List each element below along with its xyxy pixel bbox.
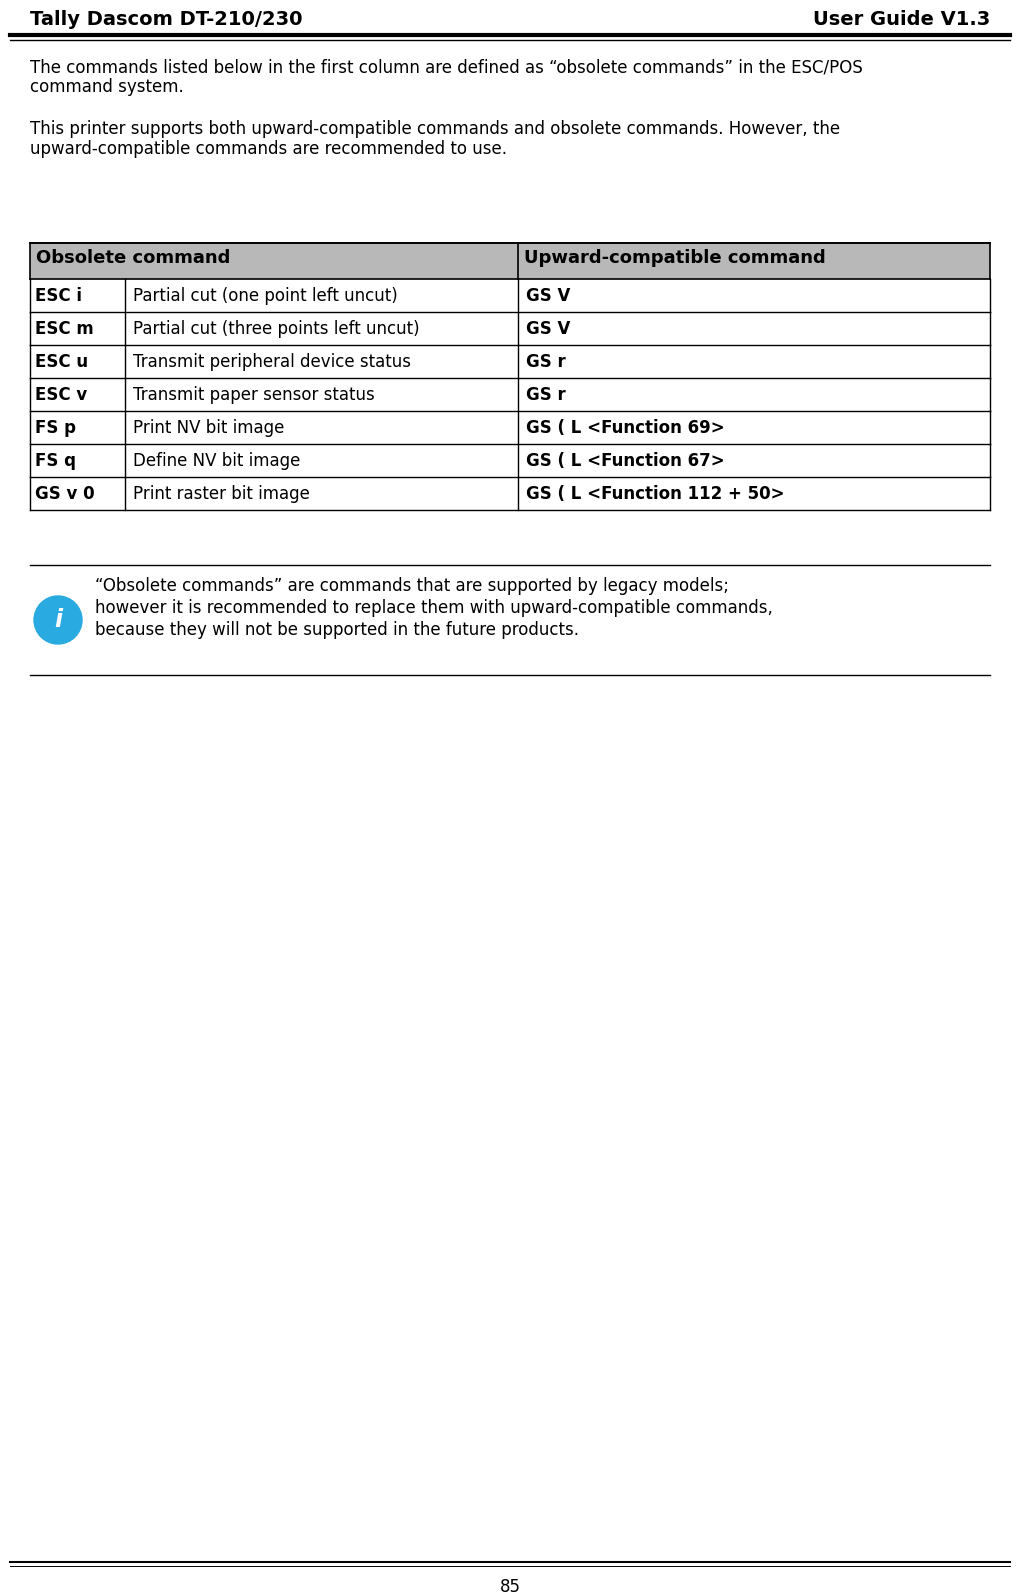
Text: “Obsolete commands” are commands that are supported by legacy models;: “Obsolete commands” are commands that ar… xyxy=(95,577,729,595)
Text: Print NV bit image: Print NV bit image xyxy=(132,419,284,437)
Text: Partial cut (one point left uncut): Partial cut (one point left uncut) xyxy=(132,287,397,304)
Text: GS ( L <Function 112 + 50>: GS ( L <Function 112 + 50> xyxy=(526,485,784,504)
Text: The commands listed below in the first column are defined as “obsolete commands”: The commands listed below in the first c… xyxy=(30,57,862,77)
Bar xyxy=(30,242,989,279)
Text: This printer supports both upward-compatible commands and obsolete commands. How: This printer supports both upward-compat… xyxy=(30,120,840,139)
Text: GS ( L <Function 69>: GS ( L <Function 69> xyxy=(526,419,725,437)
Text: User Guide V1.3: User Guide V1.3 xyxy=(812,10,989,29)
Text: Transmit paper sensor status: Transmit paper sensor status xyxy=(132,386,374,403)
Text: command system.: command system. xyxy=(30,78,183,96)
Text: Define NV bit image: Define NV bit image xyxy=(132,453,300,470)
Text: 85: 85 xyxy=(499,1578,520,1594)
Text: Upward-compatible command: Upward-compatible command xyxy=(524,249,825,268)
Text: Partial cut (three points left uncut): Partial cut (three points left uncut) xyxy=(132,320,419,338)
Text: ESC i: ESC i xyxy=(35,287,82,304)
Text: Obsolete command: Obsolete command xyxy=(36,249,230,268)
Text: GS v 0: GS v 0 xyxy=(35,485,95,504)
Text: FS p: FS p xyxy=(35,419,76,437)
Text: upward-compatible commands are recommended to use.: upward-compatible commands are recommend… xyxy=(30,140,506,158)
Text: i: i xyxy=(54,607,62,631)
Text: GS V: GS V xyxy=(526,287,570,304)
Text: Tally Dascom DT-210/230: Tally Dascom DT-210/230 xyxy=(30,10,303,29)
Text: Print raster bit image: Print raster bit image xyxy=(132,485,310,504)
Text: GS ( L <Function 67>: GS ( L <Function 67> xyxy=(526,453,725,470)
Text: however it is recommended to replace them with upward-compatible commands,: however it is recommended to replace the… xyxy=(95,599,772,617)
Text: because they will not be supported in the future products.: because they will not be supported in th… xyxy=(95,622,579,639)
Text: GS r: GS r xyxy=(526,386,566,403)
Text: Transmit peripheral device status: Transmit peripheral device status xyxy=(132,352,411,371)
Text: FS q: FS q xyxy=(35,453,76,470)
Text: ESC u: ESC u xyxy=(35,352,88,371)
Text: ESC v: ESC v xyxy=(35,386,88,403)
Text: GS r: GS r xyxy=(526,352,566,371)
Circle shape xyxy=(34,596,82,644)
Text: ESC m: ESC m xyxy=(35,320,94,338)
Text: GS V: GS V xyxy=(526,320,570,338)
